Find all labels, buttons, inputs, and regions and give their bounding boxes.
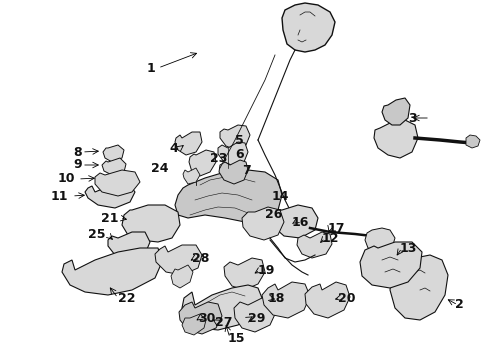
Polygon shape xyxy=(466,135,480,148)
Text: 20: 20 xyxy=(338,292,356,305)
Polygon shape xyxy=(175,132,202,155)
Polygon shape xyxy=(224,258,265,290)
Polygon shape xyxy=(360,242,422,288)
Text: 29: 29 xyxy=(248,311,266,324)
Circle shape xyxy=(134,268,142,276)
Text: 7: 7 xyxy=(242,163,251,176)
Text: 10: 10 xyxy=(57,172,75,185)
Polygon shape xyxy=(220,125,250,150)
Polygon shape xyxy=(179,302,222,334)
Text: 3: 3 xyxy=(408,112,416,125)
Text: 5: 5 xyxy=(235,134,244,147)
Polygon shape xyxy=(175,170,282,222)
Text: 26: 26 xyxy=(265,208,282,221)
Polygon shape xyxy=(183,168,200,184)
Polygon shape xyxy=(182,314,206,335)
Polygon shape xyxy=(305,282,350,318)
Polygon shape xyxy=(297,232,332,258)
Text: 8: 8 xyxy=(74,145,82,158)
Circle shape xyxy=(90,270,100,280)
Text: 2: 2 xyxy=(455,298,464,311)
Text: 13: 13 xyxy=(400,242,417,255)
Polygon shape xyxy=(218,142,248,166)
Polygon shape xyxy=(103,145,124,162)
Text: 30: 30 xyxy=(198,311,216,324)
Polygon shape xyxy=(102,158,126,175)
Text: 28: 28 xyxy=(192,252,209,265)
Text: 27: 27 xyxy=(215,315,232,328)
Polygon shape xyxy=(374,120,418,158)
Text: 21: 21 xyxy=(100,211,118,225)
Polygon shape xyxy=(219,160,248,184)
Polygon shape xyxy=(282,3,335,52)
Polygon shape xyxy=(242,207,284,240)
Text: 18: 18 xyxy=(268,292,285,305)
Text: 25: 25 xyxy=(88,229,105,242)
Text: 24: 24 xyxy=(150,162,168,175)
Text: 12: 12 xyxy=(322,231,340,244)
Polygon shape xyxy=(85,183,135,208)
Polygon shape xyxy=(382,98,410,125)
Text: 4: 4 xyxy=(169,141,178,154)
Text: 19: 19 xyxy=(258,264,275,276)
Polygon shape xyxy=(171,265,193,288)
Polygon shape xyxy=(390,255,448,320)
Text: 15: 15 xyxy=(228,332,245,345)
Polygon shape xyxy=(262,282,310,318)
Text: 11: 11 xyxy=(50,189,68,202)
Polygon shape xyxy=(182,285,262,330)
Text: 1: 1 xyxy=(146,62,155,75)
Text: 14: 14 xyxy=(272,189,290,202)
Polygon shape xyxy=(95,170,140,196)
Polygon shape xyxy=(122,205,180,242)
Text: 17: 17 xyxy=(328,221,345,234)
Polygon shape xyxy=(155,245,202,275)
Polygon shape xyxy=(62,248,162,295)
Text: 22: 22 xyxy=(118,292,136,305)
Polygon shape xyxy=(108,232,150,260)
Text: 23: 23 xyxy=(210,152,227,165)
Text: 9: 9 xyxy=(74,158,82,171)
Text: 16: 16 xyxy=(292,216,309,229)
Text: 6: 6 xyxy=(235,148,244,162)
Polygon shape xyxy=(189,150,216,176)
Polygon shape xyxy=(234,298,276,332)
Polygon shape xyxy=(365,228,395,252)
Polygon shape xyxy=(273,205,318,238)
